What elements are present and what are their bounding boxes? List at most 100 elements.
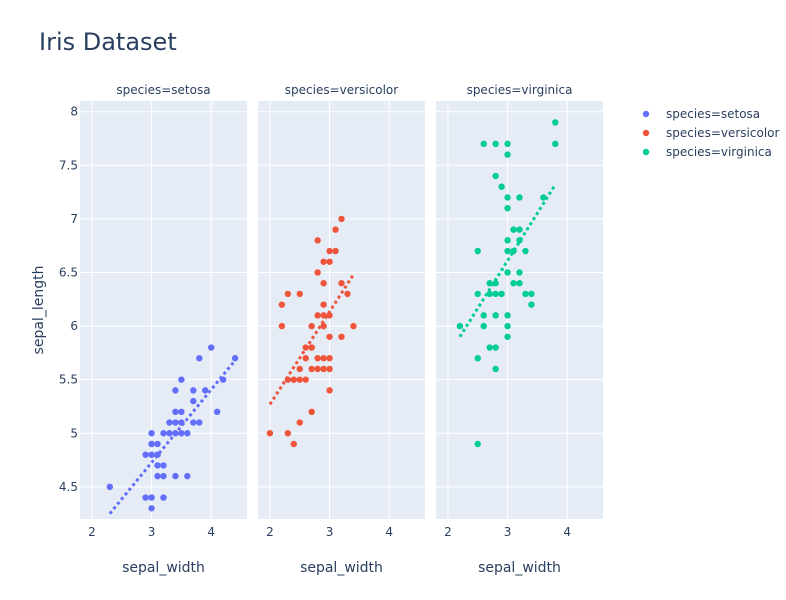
data-point	[332, 247, 339, 255]
data-point	[106, 483, 114, 491]
y-tick-label: 7	[70, 212, 78, 226]
data-point	[504, 237, 511, 244]
data-point	[516, 280, 523, 287]
data-point	[338, 215, 345, 223]
data-point	[154, 440, 161, 448]
data-point	[284, 290, 292, 298]
legend-item[interactable]: species=versicolor	[642, 126, 780, 140]
data-point	[326, 387, 333, 394]
x-axis-title: sepal_width	[300, 560, 383, 576]
legend-item[interactable]: species=setosa	[642, 107, 760, 121]
data-point	[308, 322, 315, 330]
data-point	[510, 280, 517, 287]
data-point	[308, 344, 315, 351]
data-point	[154, 462, 161, 469]
data-point	[504, 194, 511, 201]
legend-label: species=virginica	[666, 145, 772, 159]
data-point	[504, 269, 511, 276]
data-point	[184, 472, 191, 480]
data-point	[320, 280, 327, 287]
x-tick-label: 3	[504, 525, 512, 539]
data-point	[474, 247, 481, 255]
data-point	[528, 290, 535, 298]
data-point	[492, 290, 499, 298]
x-tick-label: 2	[88, 525, 96, 539]
data-point	[308, 365, 315, 373]
data-point	[326, 312, 333, 319]
data-point	[552, 140, 559, 148]
plot-background	[80, 101, 247, 519]
data-point	[516, 194, 523, 201]
trendline	[268, 273, 355, 406]
data-point	[350, 322, 357, 330]
data-point	[278, 322, 286, 330]
data-point	[184, 430, 191, 437]
data-point	[148, 494, 155, 501]
data-point	[314, 237, 321, 244]
y-tick-label: 6	[70, 319, 78, 333]
data-point	[166, 419, 173, 426]
data-point	[166, 430, 173, 437]
data-point	[320, 355, 327, 362]
y-tick-label: 5	[70, 426, 78, 440]
data-point	[148, 430, 155, 437]
facet-title: species=setosa	[116, 83, 210, 97]
plot-background	[436, 101, 603, 519]
data-point	[320, 258, 327, 265]
data-point	[160, 472, 167, 480]
data-point	[480, 322, 487, 330]
data-point	[290, 376, 297, 383]
trendline	[108, 359, 237, 515]
data-point	[148, 440, 155, 448]
data-point	[474, 440, 481, 448]
data-point	[344, 290, 351, 298]
data-point	[142, 494, 149, 501]
x-tick-label: 3	[148, 525, 156, 539]
data-point	[314, 312, 321, 319]
data-point	[314, 269, 321, 276]
data-point	[190, 419, 197, 426]
data-point	[178, 376, 185, 383]
data-point	[492, 140, 499, 148]
data-point	[492, 344, 499, 351]
legend-item[interactable]: species=virginica	[642, 145, 772, 159]
data-point	[498, 183, 505, 190]
data-point	[528, 301, 535, 308]
data-point	[326, 355, 333, 362]
data-point	[178, 430, 185, 437]
data-point	[196, 355, 203, 362]
data-point	[320, 365, 327, 373]
data-point	[314, 365, 321, 373]
x-tick-label: 4	[563, 525, 571, 539]
y-tick-label: 5.5	[59, 373, 78, 387]
data-point	[302, 376, 309, 383]
legend-marker	[642, 110, 650, 118]
data-point	[296, 365, 303, 373]
legend-label: species=setosa	[666, 107, 760, 121]
facets-container: 2 3 4 4.5 5 5.5 6 6.5 7 7.5 8 species=setosa sepal_w…	[59, 83, 603, 576]
y-tick-label: 4.5	[59, 480, 78, 494]
x-axis-title: sepal_width	[122, 560, 205, 576]
data-point	[498, 290, 505, 298]
y-axis-title: sepal_length	[31, 266, 47, 355]
data-point	[178, 408, 185, 416]
data-point	[284, 430, 292, 437]
legend-marker	[642, 148, 650, 156]
data-point	[172, 408, 179, 416]
data-point	[326, 365, 333, 373]
data-point	[160, 462, 167, 469]
data-point	[338, 280, 345, 287]
data-point	[208, 344, 215, 351]
facet-title: species=versicolor	[285, 83, 398, 97]
data-point	[213, 408, 221, 416]
facet-panel: 2 3 4 4.5 5 5.5 6 6.5 7 7.5 8 species=setosa sepal_w…	[59, 83, 247, 576]
data-point	[172, 387, 179, 394]
legend-label: species=versicolor	[666, 126, 779, 140]
data-point	[172, 472, 179, 480]
x-axis-title: sepal_width	[478, 560, 561, 576]
data-point	[504, 140, 511, 148]
facet-panel: 2 3 4 species=virginica sepal_width	[436, 83, 603, 576]
facet-title: species=virginica	[467, 83, 573, 97]
data-point	[516, 269, 523, 276]
